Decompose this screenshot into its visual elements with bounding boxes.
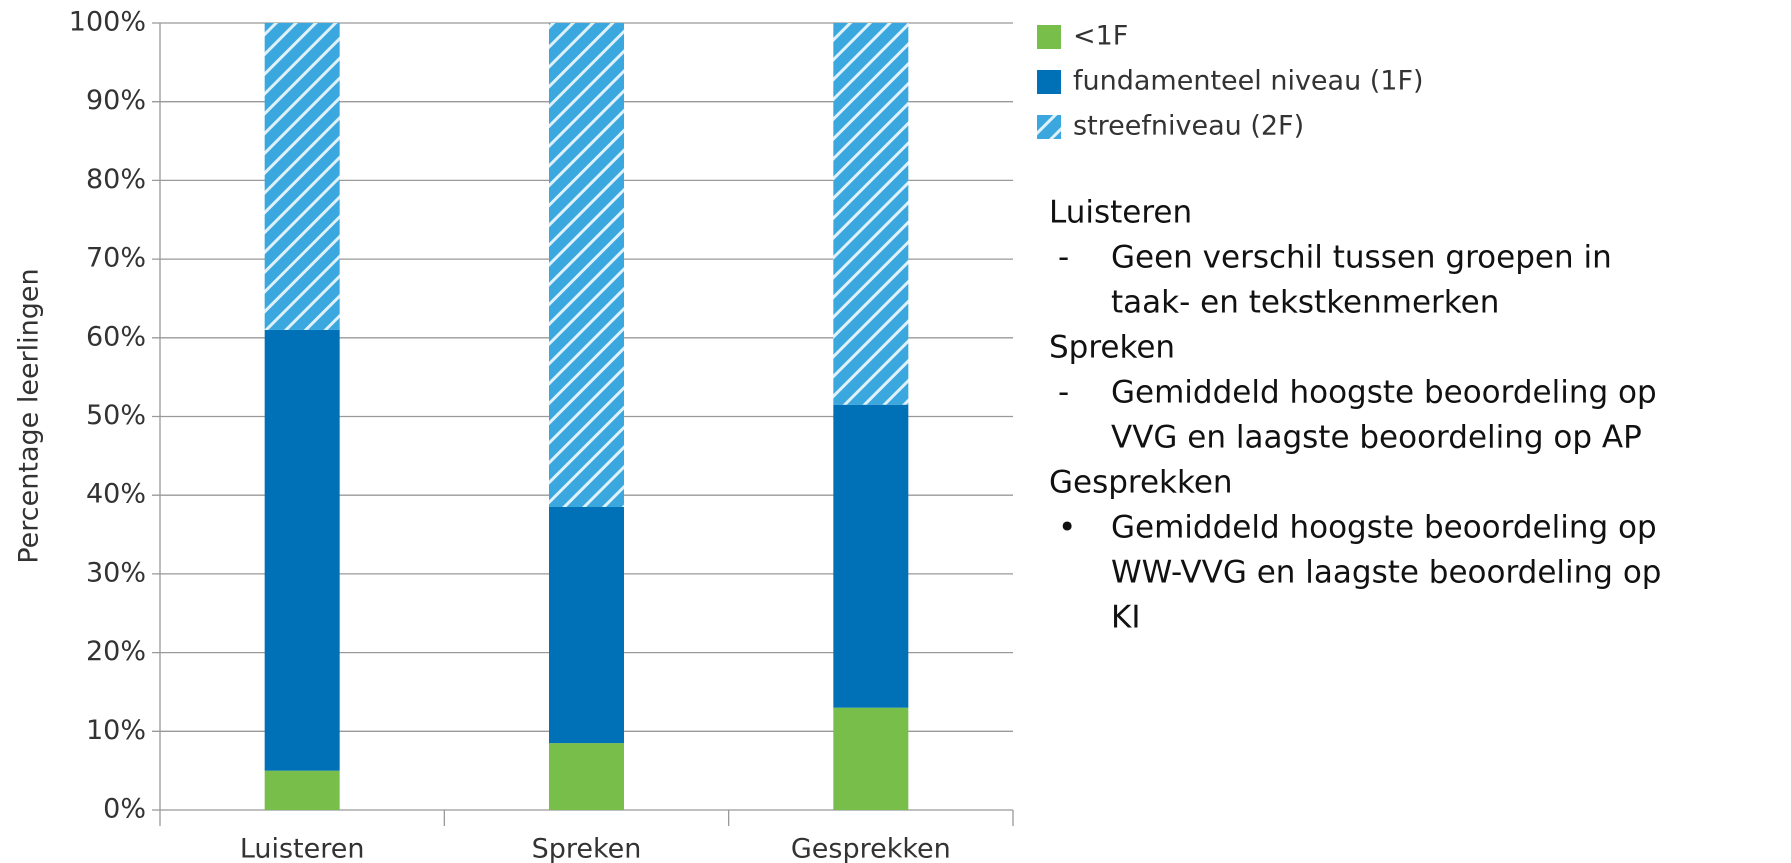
- note-heading: Spreken: [1049, 330, 1175, 366]
- legend-label: fundamenteel niveau (1F): [1073, 66, 1424, 97]
- legend-swatch: [1037, 115, 1061, 139]
- y-axis-label: Percentage leerlingen: [14, 268, 45, 563]
- y-tick-label: 100%: [69, 7, 146, 38]
- bar-segment: [264, 23, 340, 330]
- y-tick-label: 20%: [86, 636, 146, 667]
- note-text: VVG en laagste beoordeling op AP: [1111, 420, 1642, 456]
- note-marker: •: [1058, 510, 1076, 546]
- bar-segment: [833, 707, 909, 810]
- bar-segment: [549, 23, 624, 508]
- y-tick-label: 70%: [86, 243, 146, 274]
- note-text: Gemiddeld hoogste beoordeling op: [1111, 510, 1657, 546]
- y-tick-label: 60%: [86, 321, 146, 352]
- y-tick-label: 50%: [86, 400, 146, 431]
- note-text: taak- en tekstkenmerken: [1111, 285, 1499, 321]
- bar-segment: [833, 23, 909, 405]
- x-tick-label: Gesprekken: [791, 834, 951, 863]
- y-tick-label: 30%: [86, 557, 146, 588]
- x-tick-label: Spreken: [532, 834, 642, 863]
- bar-segment: [264, 329, 340, 771]
- y-tick-label: 90%: [86, 85, 146, 116]
- legend-label: <1F: [1073, 21, 1128, 52]
- legend-swatch: [1037, 70, 1061, 94]
- y-tick-label: 80%: [86, 164, 146, 195]
- legend-label: streefniveau (2F): [1073, 111, 1304, 142]
- bar-segment: [833, 404, 909, 708]
- bar-segment: [549, 507, 624, 744]
- y-tick-label: 40%: [86, 479, 146, 510]
- note-marker: -: [1058, 240, 1069, 276]
- legend-swatch: [1037, 25, 1061, 49]
- note-text: Gemiddeld hoogste beoordeling op: [1111, 375, 1657, 411]
- note-heading: Gesprekken: [1049, 465, 1233, 501]
- note-text: KI: [1111, 600, 1140, 636]
- note-text: Geen verschil tussen groepen in: [1111, 240, 1612, 276]
- y-tick-label: 0%: [103, 794, 146, 825]
- bar-segment: [264, 770, 340, 810]
- bar-segment: [549, 743, 624, 810]
- note-heading: Luisteren: [1049, 195, 1192, 231]
- note-marker: -: [1058, 375, 1069, 411]
- y-tick-label: 10%: [86, 715, 146, 746]
- note-text: WW-VVG en laagste beoordeling op: [1111, 555, 1661, 591]
- x-tick-label: Luisteren: [240, 834, 365, 863]
